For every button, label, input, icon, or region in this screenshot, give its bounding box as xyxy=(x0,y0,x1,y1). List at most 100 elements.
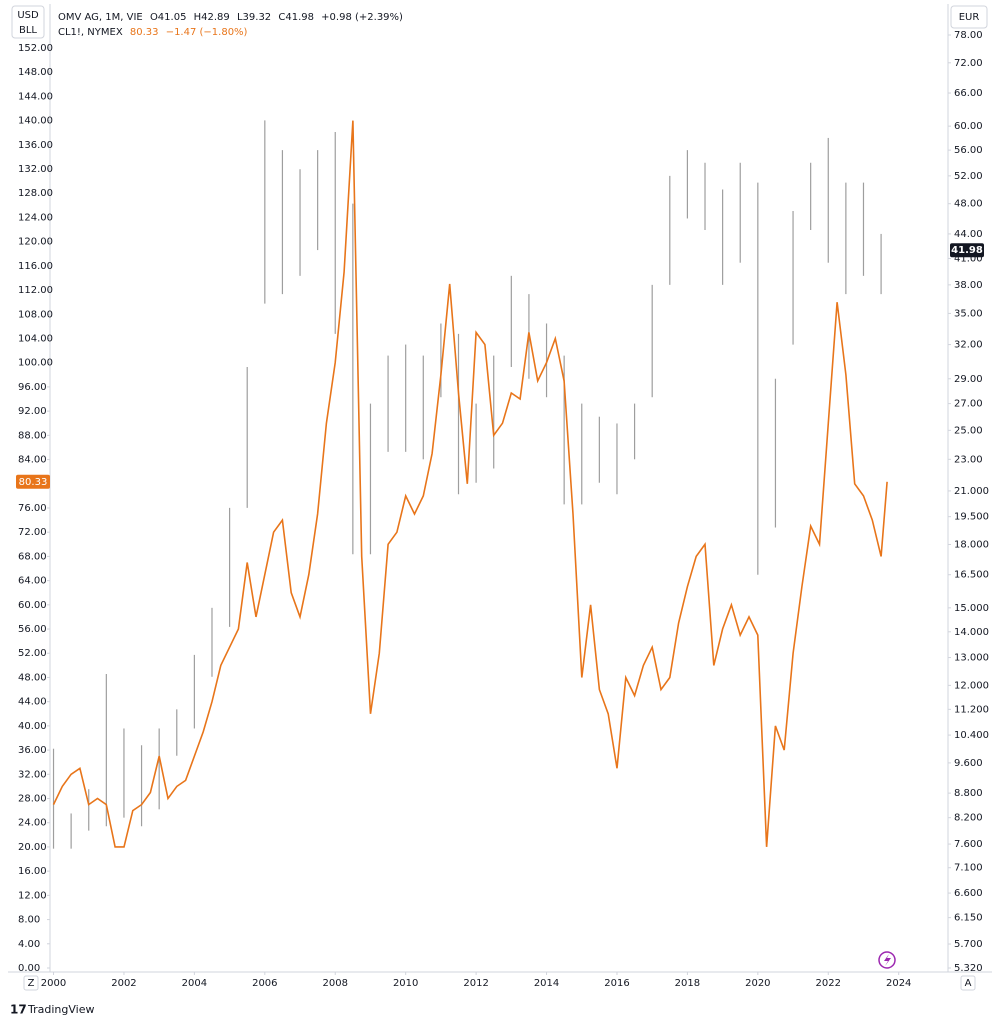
y-tick-label: 144.00 xyxy=(18,91,53,102)
y-tick-label: 60.00 xyxy=(18,600,47,611)
y2-tick-label: 21.000 xyxy=(954,486,989,497)
y2-tick-label: 12.000 xyxy=(954,680,989,691)
scale-button[interactable] xyxy=(23,975,39,991)
y-tick-label: 32.00 xyxy=(18,769,47,780)
y2-tick-label: 9.600 xyxy=(954,758,983,769)
x-tick-label: 2018 xyxy=(675,978,700,989)
y2-tick-label: 52.00 xyxy=(954,171,983,182)
y2-tick-label: 18.000 xyxy=(954,539,989,550)
y-tick-label: 96.00 xyxy=(18,382,47,393)
y2-tick-label: 14.000 xyxy=(954,627,989,638)
y-tick-label: 112.00 xyxy=(18,285,53,296)
scale-label: Z xyxy=(28,978,35,989)
y2-tick-label: 16.500 xyxy=(954,570,989,581)
y2-tick-label: 60.00 xyxy=(954,121,983,132)
y-tick-label: 148.00 xyxy=(18,67,53,78)
y2-tick-label: 35.00 xyxy=(954,308,983,319)
y-tick-label: 24.00 xyxy=(18,818,47,829)
plot-area xyxy=(52,120,888,849)
x-tick-label: 2024 xyxy=(886,978,911,989)
legend-line: CL1!, NYMEX 80.33 −1.47 (−1.80%) xyxy=(58,27,248,38)
y2-tick-label: 78.00 xyxy=(954,30,983,41)
unit-label: USD xyxy=(17,10,39,21)
y2-tick-label: 66.00 xyxy=(954,88,983,99)
alert-bolt xyxy=(884,954,891,966)
x-tick-label: 2022 xyxy=(816,978,841,989)
y2-tick-label: 15.000 xyxy=(954,603,989,614)
y-tick-label: 100.00 xyxy=(18,358,53,369)
y-tick-label: 16.00 xyxy=(18,866,47,877)
x-tick-label: 2006 xyxy=(252,978,277,989)
y-tick-label: 116.00 xyxy=(18,261,53,272)
y-tick-label: 128.00 xyxy=(18,188,53,199)
y-tick-label: 56.00 xyxy=(18,624,47,635)
y2-tick-label: 5.320 xyxy=(954,963,983,974)
y-tick-label: 152.00 xyxy=(18,43,53,54)
y2-tick-label: 56.00 xyxy=(954,145,983,156)
y-tick-label: 8.00 xyxy=(18,915,40,926)
series-name: OMV AG, 1M, VIE xyxy=(58,12,143,23)
y-tick-label: 104.00 xyxy=(18,333,53,344)
y-tick-label: 64.00 xyxy=(18,576,47,587)
price-badge-label: 80.33 xyxy=(19,477,48,488)
x-tick-label: 2002 xyxy=(111,978,136,989)
ohlc-value: L39.32 xyxy=(237,12,271,23)
unit-box[interactable] xyxy=(11,5,45,39)
y2-tick-label: 7.600 xyxy=(954,839,983,850)
y-tick-label: 124.00 xyxy=(18,212,53,223)
unit-label: BLL xyxy=(19,25,37,36)
price-badge xyxy=(950,243,984,258)
change-value: +0.98 (+2.39%) xyxy=(321,12,403,23)
legend-line: OMV AG, 1M, VIE O41.05 H42.89 L39.32 C41… xyxy=(58,12,403,23)
y-tick-label: 84.00 xyxy=(18,455,47,466)
change-value: −1.47 (−1.80%) xyxy=(166,27,248,38)
y2-tick-label: 8.200 xyxy=(954,813,983,824)
y2-tick-label: 72.00 xyxy=(954,58,983,69)
x-tick-label: 2008 xyxy=(323,978,348,989)
price-badge-label: 41.98 xyxy=(951,245,983,256)
x-tick-label: 2000 xyxy=(41,978,66,989)
y2-tick-label: 10.400 xyxy=(954,730,989,741)
y2-tick-label: 41.00 xyxy=(954,253,983,264)
x-tick-label: 2016 xyxy=(604,978,629,989)
y2-tick-label: 6.600 xyxy=(954,888,983,899)
unit-label: EUR xyxy=(959,12,980,23)
y-tick-label: 88.00 xyxy=(18,430,47,441)
x-tick-label: 2004 xyxy=(182,978,207,989)
y-tick-label: 120.00 xyxy=(18,237,53,248)
x-tick-label: 2020 xyxy=(745,978,770,989)
price-value: 80.33 xyxy=(130,27,159,38)
y-tick-label: 40.00 xyxy=(18,721,47,732)
x-tick-label: 2010 xyxy=(393,978,418,989)
y-tick-label: 108.00 xyxy=(18,309,53,320)
price-badge xyxy=(16,474,50,489)
y2-tick-label: 5.700 xyxy=(954,939,983,950)
y2-tick-label: 13.000 xyxy=(954,653,989,664)
y2-tick-label: 38.00 xyxy=(954,280,983,291)
y-tick-label: 4.00 xyxy=(18,939,40,950)
y2-tick-label: 8.800 xyxy=(954,788,983,799)
unit-box[interactable] xyxy=(950,5,988,29)
ohlc-value: H42.89 xyxy=(194,12,230,23)
y-tick-label: 52.00 xyxy=(18,648,47,659)
y-tick-label: 0.00 xyxy=(18,963,40,974)
y-tick-label: 36.00 xyxy=(18,745,47,756)
price-line xyxy=(52,120,888,848)
brand-logo: 17 xyxy=(10,1003,27,1017)
y-tick-label: 68.00 xyxy=(18,551,47,562)
x-tick-label: 2012 xyxy=(463,978,488,989)
y-tick-label: 92.00 xyxy=(18,406,47,417)
brand-name: TradingView xyxy=(27,1003,94,1016)
y2-tick-label: 27.00 xyxy=(954,399,983,410)
y2-tick-label: 44.00 xyxy=(954,229,983,240)
y2-tick-label: 48.00 xyxy=(954,199,983,210)
y-tick-label: 72.00 xyxy=(18,527,47,538)
scale-button[interactable] xyxy=(960,975,976,991)
y2-tick-label: 11.200 xyxy=(954,704,989,715)
y2-tick-label: 25.00 xyxy=(954,425,983,436)
series-name: CL1!, NYMEX xyxy=(58,27,123,38)
y-tick-label: 136.00 xyxy=(18,140,53,151)
y2-tick-label: 29.00 xyxy=(954,374,983,385)
